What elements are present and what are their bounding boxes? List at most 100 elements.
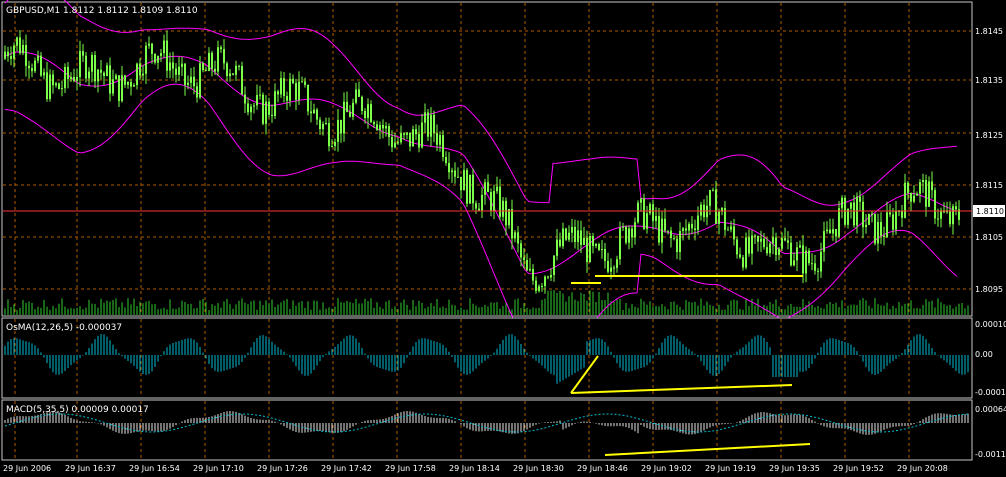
candle-body: [772, 237, 774, 244]
candle-body: [727, 229, 729, 231]
candle-body: [949, 210, 951, 225]
candle-body: [451, 170, 453, 173]
candle-body: [481, 194, 483, 211]
candle-body: [952, 206, 954, 225]
time-label: 29 Jun 18:46: [577, 464, 628, 473]
candle-body: [280, 78, 282, 95]
candle-body: [511, 209, 513, 239]
candle-body: [178, 66, 180, 75]
candle-body: [229, 73, 231, 77]
candle-body: [559, 239, 561, 247]
macd-panel[interactable]: MACD(5,35,5) 0.00009 0.00017: [1, 399, 973, 461]
candle-body: [151, 43, 153, 54]
candle-body: [292, 78, 294, 84]
candle-body: [43, 72, 45, 76]
candle-body: [505, 200, 507, 226]
candle-body: [643, 198, 645, 229]
candle-body: [880, 222, 882, 236]
macd-signal-line: [4, 413, 969, 433]
candle-body: [442, 135, 444, 158]
candle-body: [304, 81, 306, 85]
candle-body: [301, 81, 303, 83]
candle-body: [679, 230, 681, 253]
candle-body: [4, 51, 6, 59]
time-label: 29 Jun 18:14: [449, 464, 500, 473]
candle-body: [298, 81, 300, 100]
candle-body: [397, 142, 399, 144]
candle-body: [496, 186, 498, 192]
candle-body: [61, 88, 63, 90]
candle-body: [778, 248, 780, 255]
candle-body: [154, 53, 156, 63]
candle-body: [295, 83, 297, 100]
candle-body: [448, 163, 450, 173]
time-label: 29 Jun 19:52: [833, 464, 884, 473]
candle-body: [205, 70, 207, 72]
candle-body: [535, 280, 537, 291]
candle-body: [592, 236, 594, 246]
candle-body: [37, 55, 39, 61]
candle-body: [751, 235, 753, 254]
candle-body: [406, 132, 408, 135]
candle-body: [76, 76, 78, 81]
candle-body: [226, 63, 228, 77]
candle-body: [247, 103, 249, 113]
candle-body: [22, 44, 24, 54]
candle-body: [259, 94, 261, 96]
candle-body: [958, 209, 960, 220]
main-price-panel[interactable]: GBPUSD,M1 1.8112 1.8112 1.8109 1.8110: [1, 0, 973, 374]
candle-body: [82, 51, 84, 56]
candle-body: [358, 89, 360, 97]
candle-body: [340, 119, 342, 134]
candle-body: [928, 181, 930, 207]
candle-body: [817, 270, 819, 272]
price-candles: [4, 29, 960, 294]
candle-body: [106, 65, 108, 77]
candle-body: [148, 43, 150, 46]
candle-body: [187, 82, 189, 85]
candle-body: [910, 193, 912, 202]
candle-body: [562, 228, 564, 247]
candle-body: [445, 157, 447, 164]
macd-trendline: [604, 443, 811, 456]
candle-body: [610, 267, 612, 272]
candle-body: [403, 133, 405, 135]
candle-body: [103, 72, 105, 77]
candle-body: [208, 52, 210, 71]
candle-body: [145, 45, 147, 74]
candle-body: [631, 228, 633, 238]
candle-body: [85, 55, 87, 79]
current-price-label: 1.8110: [976, 207, 1004, 216]
candle-body: [655, 216, 657, 221]
band-lower: [4, 83, 958, 374]
candle-body: [463, 170, 465, 191]
candle-body: [712, 189, 714, 191]
osma-panel[interactable]: OsMA(12,26,5) -0.000037: [1, 317, 973, 399]
candle-body: [688, 223, 690, 231]
candle-body: [274, 91, 276, 116]
candle-body: [886, 212, 888, 238]
candle-body: [730, 226, 732, 230]
candle-body: [694, 228, 696, 231]
candle-body: [424, 112, 426, 123]
candle-body: [718, 211, 720, 224]
candle-body: [268, 101, 270, 115]
candle-body: [697, 215, 699, 231]
candle-body: [13, 45, 15, 59]
candle-body: [895, 210, 897, 230]
candle-body: [649, 204, 651, 214]
candle-body: [604, 248, 606, 261]
candle-body: [529, 269, 531, 271]
candle-body: [625, 226, 627, 243]
time-label: 29 Jun 19:19: [705, 464, 756, 473]
candle-body: [883, 235, 885, 238]
candle-body: [829, 229, 831, 234]
candle-body: [214, 68, 216, 72]
osma-tick: 0.00: [975, 350, 993, 359]
candle-body: [832, 229, 834, 234]
candle-body: [466, 170, 468, 204]
current-price-label-bg: [973, 205, 1005, 217]
candle-body: [763, 238, 765, 248]
candle-body: [724, 208, 726, 230]
